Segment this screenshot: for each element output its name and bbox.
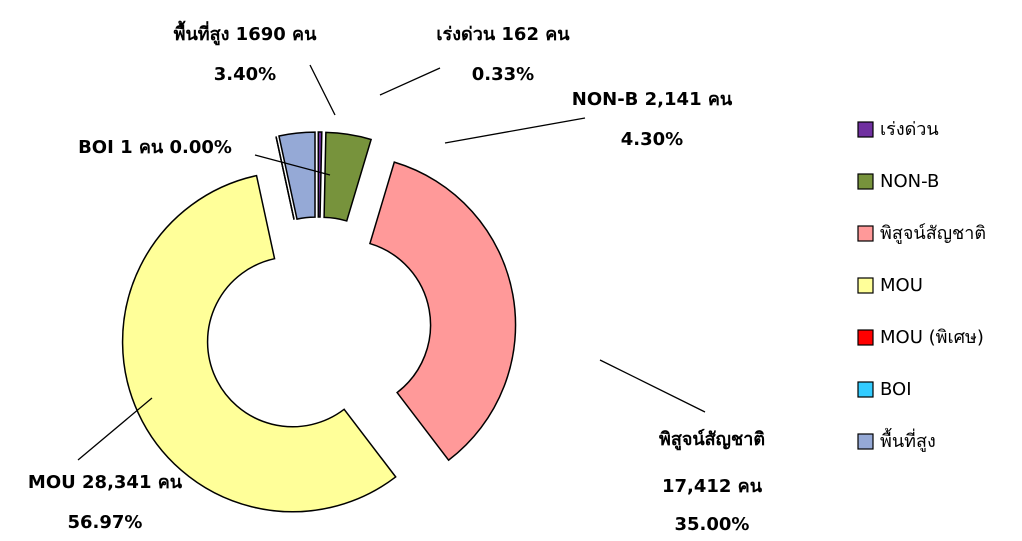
legend-label: MOU [880, 275, 923, 296]
slice [368, 161, 517, 462]
legend-swatch [857, 225, 874, 242]
leader-line [254, 154, 331, 176]
slice [121, 174, 397, 513]
label-part: 1 คน [120, 137, 169, 158]
label-part: 17,412 คน [662, 476, 763, 497]
label-part: BOI [78, 137, 120, 158]
leader-line [599, 359, 706, 413]
legend-label: เร่งด่วน [880, 119, 939, 140]
label-part: 2,141 คน [645, 89, 733, 110]
data-label: พื้นที่สูง 1690 คน [174, 20, 317, 46]
label-part: NON-B [572, 89, 645, 110]
slice [323, 131, 373, 222]
slice [317, 131, 323, 218]
legend-swatch [857, 121, 874, 138]
label-part: พื้นที่สูง [174, 20, 236, 46]
legend-label: พื้นที่สูง [880, 428, 936, 452]
label-part: พิสูจน์สัญชาติ [659, 428, 765, 451]
legend-label: BOI [880, 379, 912, 400]
slice [278, 131, 316, 220]
label-part: 0.33% [472, 64, 534, 85]
label-part: 162 คน [501, 24, 570, 45]
data-label: 35.00% [675, 514, 750, 535]
data-label: เร่งด่วน 162 คน [436, 24, 570, 45]
leader-line [379, 67, 441, 96]
data-label: 3.40% [214, 64, 276, 85]
legend-label: NON-B [880, 171, 939, 192]
data-label: 56.97% [68, 512, 143, 533]
legend-swatch [857, 173, 874, 190]
data-label: NON-B 2,141 คน [572, 89, 733, 110]
leader-line [444, 117, 586, 144]
label-part: 4.30% [621, 129, 683, 150]
label-part: เร่งด่วน [436, 24, 501, 45]
data-label: 17,412 คน [662, 476, 763, 497]
legend-swatch [857, 433, 874, 450]
label-part: 1690 คน [236, 24, 317, 45]
legend-label: MOU (พิเศษ) [880, 327, 984, 348]
leader-line [77, 397, 153, 461]
label-part: 35.00% [675, 514, 750, 535]
data-label: 4.30% [621, 129, 683, 150]
data-label: พิสูจน์สัญชาติ [659, 428, 765, 451]
data-label: 0.33% [472, 64, 534, 85]
data-label: MOU 28,341 คน [28, 472, 183, 493]
label-part: 56.97% [68, 512, 143, 533]
data-label: BOI 1 คน 0.00% [78, 137, 232, 158]
leader-line [309, 64, 336, 116]
label-part: 28,341 คน [82, 472, 183, 493]
label-part: 0.00% [169, 137, 231, 158]
legend-label: พิสูจน์สัญชาติ [880, 223, 986, 244]
label-part: 3.40% [214, 64, 276, 85]
legend-swatch [857, 277, 874, 294]
legend-swatch [857, 381, 874, 398]
legend-swatch [857, 329, 874, 346]
label-part: MOU [28, 472, 82, 493]
